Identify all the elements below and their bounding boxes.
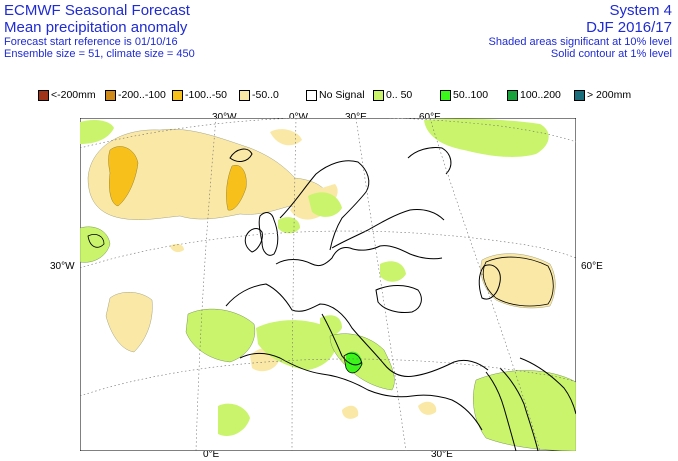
wet-area-northwest-corner (80, 120, 114, 144)
coast-mediterranean-north (225, 283, 489, 377)
contour-caspian (482, 256, 554, 307)
graticule-lon-0 (291, 118, 297, 451)
contour-greece (343, 352, 363, 374)
legend-swatch (440, 89, 451, 101)
contour-west-atlantic (87, 234, 105, 248)
legend-swatch (105, 89, 116, 101)
graticule (80, 118, 576, 451)
graticule-lon-30e (355, 118, 407, 451)
wet-area-iberia (185, 308, 256, 363)
legend-item: 100..200 (507, 88, 561, 102)
legend-swatch (373, 89, 384, 101)
legend-item: -50..0 (239, 88, 279, 102)
legend-swatch (239, 89, 250, 101)
coast-caspian-sea (478, 264, 501, 300)
significance-contours (87, 234, 554, 374)
coast-italy (321, 313, 363, 366)
system-label: System 4 (609, 2, 672, 19)
coast-white-sea (407, 147, 452, 175)
contour-note: Solid contour at 1% level (550, 48, 672, 60)
right-info-block: System 4 DJF 2016/17 Shaded areas signif… (489, 2, 672, 60)
legend-label: 100..200 (520, 89, 561, 101)
season-label: DJF 2016/17 (586, 19, 672, 36)
legend-label: No Signal (319, 89, 365, 101)
wet-area-strong-greece (346, 351, 362, 373)
ensemble-size-text: Ensemble size = 51, climate size = 450 (4, 48, 195, 60)
wet-area-uk (278, 217, 300, 234)
legend-label: -100..-50 (185, 89, 228, 101)
legend-item: 50..100 (440, 88, 488, 102)
coast-mediterranean-south (239, 353, 483, 431)
coast-red-sea-east (499, 367, 539, 451)
dry-area-caspian (480, 253, 556, 309)
legend-item: -100..-50 (172, 88, 227, 102)
coast-red-sea-west (485, 371, 517, 451)
legend-swatch (172, 89, 183, 101)
legend-label: <-200mm (51, 89, 96, 101)
wet-area-norway (308, 192, 342, 217)
legend-swatch (38, 89, 49, 101)
coast-persian-gulf (519, 357, 576, 415)
coast-iceland (229, 148, 253, 162)
coast-baltic (331, 209, 445, 249)
coast-great-britain (258, 212, 279, 256)
wet-area-west-med (256, 320, 337, 370)
lon-label-bottom-30e: 30°E (431, 449, 453, 460)
legend-label: 50..100 (453, 89, 489, 101)
legend-item: <-200mm (38, 88, 96, 102)
legend-swatch (574, 89, 585, 101)
dry-area-far-north (270, 129, 302, 146)
wet-area-central-med (329, 333, 395, 391)
legend-label: -50..0 (252, 89, 279, 101)
wet-area-arabia (473, 370, 576, 451)
wet-area-africa-west (218, 403, 250, 437)
legend-swatch (306, 89, 317, 101)
dry-area-egypt (418, 401, 437, 415)
coast-scandinavia (279, 160, 370, 251)
forecast-start-text: Forecast start reference is 01/10/16 (4, 36, 178, 48)
wet-area-black-sea (380, 261, 406, 282)
wet-area-west-atlantic (80, 226, 111, 263)
coast-black-sea (375, 285, 422, 313)
coast-north-europe (275, 245, 443, 267)
significance-note: Shaded areas significant at 10% level (488, 36, 672, 48)
graticule-lon-30w (195, 118, 217, 451)
legend: <-200mm -200..-100 -100..-50 -50..0 No S… (38, 88, 678, 102)
variable-title: Mean precipitation anomaly (4, 19, 188, 36)
legend-label: -200..-100 (118, 89, 166, 101)
map-svg (79, 117, 577, 452)
legend-label: 0.. 50 (386, 89, 413, 101)
coast-ireland (244, 228, 263, 253)
legend-swatch (507, 89, 518, 101)
graticule-lat-60 (80, 230, 576, 269)
graticule-lat-70 (80, 118, 576, 149)
legend-item: No Signal (306, 88, 365, 102)
lat-label-left: 30°W (50, 261, 75, 272)
graticule-lon-60e (429, 118, 541, 451)
map-panel (79, 117, 577, 452)
lon-label-bottom-0: 0°E (203, 449, 220, 460)
dry-area-strong-iceland (226, 165, 247, 211)
legend-item: -200..-100 (105, 88, 166, 102)
legend-item: > 200mm (574, 88, 631, 102)
title-block: ECMWF Seasonal Forecast Mean precipitati… (4, 2, 195, 60)
lat-label-right: 60°E (581, 261, 603, 272)
dry-area-west-atlantic (105, 292, 153, 353)
product-title: ECMWF Seasonal Forecast (4, 2, 190, 19)
legend-label: > 200mm (587, 89, 632, 101)
dry-area-small-1 (170, 243, 184, 253)
coastlines (225, 147, 576, 451)
dry-area-strong-west (108, 146, 139, 207)
legend-item: 0.. 50 (373, 88, 412, 102)
dry-area-north-africa-2 (342, 405, 359, 419)
